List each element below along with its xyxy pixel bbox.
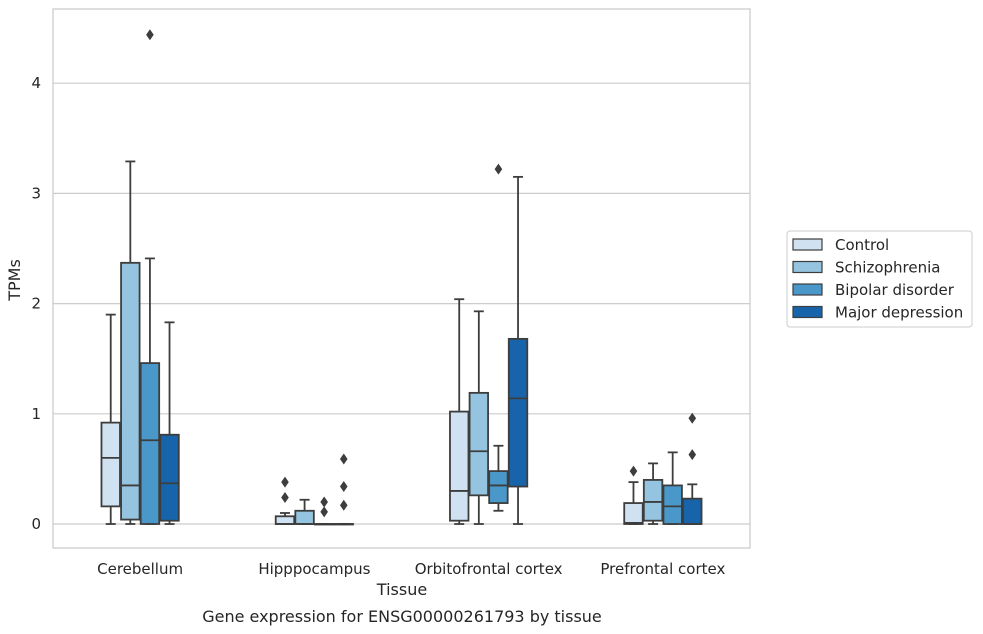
box-cerebellum-schizophrenia	[120, 160, 141, 525]
outlier-point	[281, 492, 289, 504]
outlier-point	[320, 496, 328, 508]
legend: Control Schizophrenia Bipolar disorder Majo…	[786, 230, 973, 328]
x-tick-label: Prefrontal cortex	[600, 560, 725, 578]
box-orbitofrontal-cortex-schizophrenia	[468, 310, 489, 525]
box-prefrontal-cortex-major-depression	[682, 412, 703, 525]
box-orbitofrontal-cortex-control	[449, 298, 470, 525]
box-body	[139, 362, 161, 525]
box-prefrontal-cortex-control	[623, 465, 644, 525]
plot-frame	[52, 8, 751, 549]
outlier-point	[320, 506, 328, 518]
box-body	[468, 391, 489, 497]
outlier-point	[146, 29, 154, 41]
boxes	[100, 29, 703, 526]
box-hipppocampus-control	[274, 476, 296, 525]
chart-title: Gene expression for ENSG00000261793 by t…	[202, 607, 602, 626]
outlier-point	[688, 449, 697, 461]
box-prefrontal-cortex-schizophrenia	[642, 462, 664, 525]
legend-label-schizophrenia: Schizophrenia	[835, 259, 940, 277]
legend-swatch-major-depression	[792, 305, 823, 319]
box-hipppocampus-major-depression	[333, 453, 354, 526]
x-tick-label: Orbitofrontal cortex	[415, 560, 563, 578]
box-body	[449, 410, 470, 522]
outlier-point	[629, 465, 638, 477]
box-body	[274, 515, 296, 525]
legend-label-major-depression: Major depression	[835, 304, 963, 322]
box-hipppocampus-schizophrenia	[294, 498, 315, 525]
legend-label-bipolar-disorder: Bipolar disorder	[835, 281, 955, 299]
box-cerebellum-control	[100, 313, 121, 525]
box-body	[623, 502, 644, 525]
x-tick-labels: Cerebellum Hipppocampus Orbitofrontal cort…	[97, 560, 725, 578]
box-body	[100, 421, 121, 508]
box-cerebellum-major-depression	[159, 321, 180, 525]
legend-label-control: Control	[835, 236, 889, 254]
outlier-point	[339, 499, 348, 511]
legend-frame	[786, 230, 973, 328]
y-tick-label: 2	[31, 295, 41, 313]
box-hipppocampus-bipolar-disorder	[314, 496, 335, 526]
y-axis-title: TPMs	[5, 259, 24, 302]
outlier-point	[494, 163, 503, 175]
box-cerebellum-bipolar-disorder	[139, 29, 161, 525]
legend-swatch-bipolar-disorder	[792, 283, 823, 296]
outlier-point	[339, 481, 348, 493]
y-tick-labels: 0 1 2 3 4	[31, 74, 41, 533]
box-body	[488, 470, 509, 504]
box-body	[159, 433, 180, 522]
y-tick-label: 4	[31, 74, 41, 92]
box-body	[682, 497, 703, 525]
legend-swatch-schizophrenia	[792, 260, 823, 274]
box-body	[642, 479, 664, 522]
box-body	[662, 484, 683, 525]
box-orbitofrontal-cortex-bipolar-disorder	[488, 163, 509, 512]
y-tick-label: 1	[31, 405, 41, 423]
y-tick-label: 3	[31, 184, 41, 202]
x-tick-label: Cerebellum	[97, 560, 183, 578]
outlier-point	[688, 412, 697, 424]
outlier-point	[339, 453, 348, 465]
box-body	[294, 509, 315, 525]
x-tick-label: Hipppocampus	[258, 560, 370, 578]
x-axis-title: Tissue	[376, 580, 427, 599]
box-prefrontal-cortex-bipolar-disorder	[662, 451, 683, 525]
box-body	[120, 261, 141, 521]
box-orbitofrontal-cortex-major-depression	[507, 175, 529, 525]
legend-swatch-control	[792, 238, 823, 251]
y-tick-label: 0	[31, 515, 41, 533]
outlier-point	[281, 476, 289, 488]
box-body	[507, 337, 529, 488]
